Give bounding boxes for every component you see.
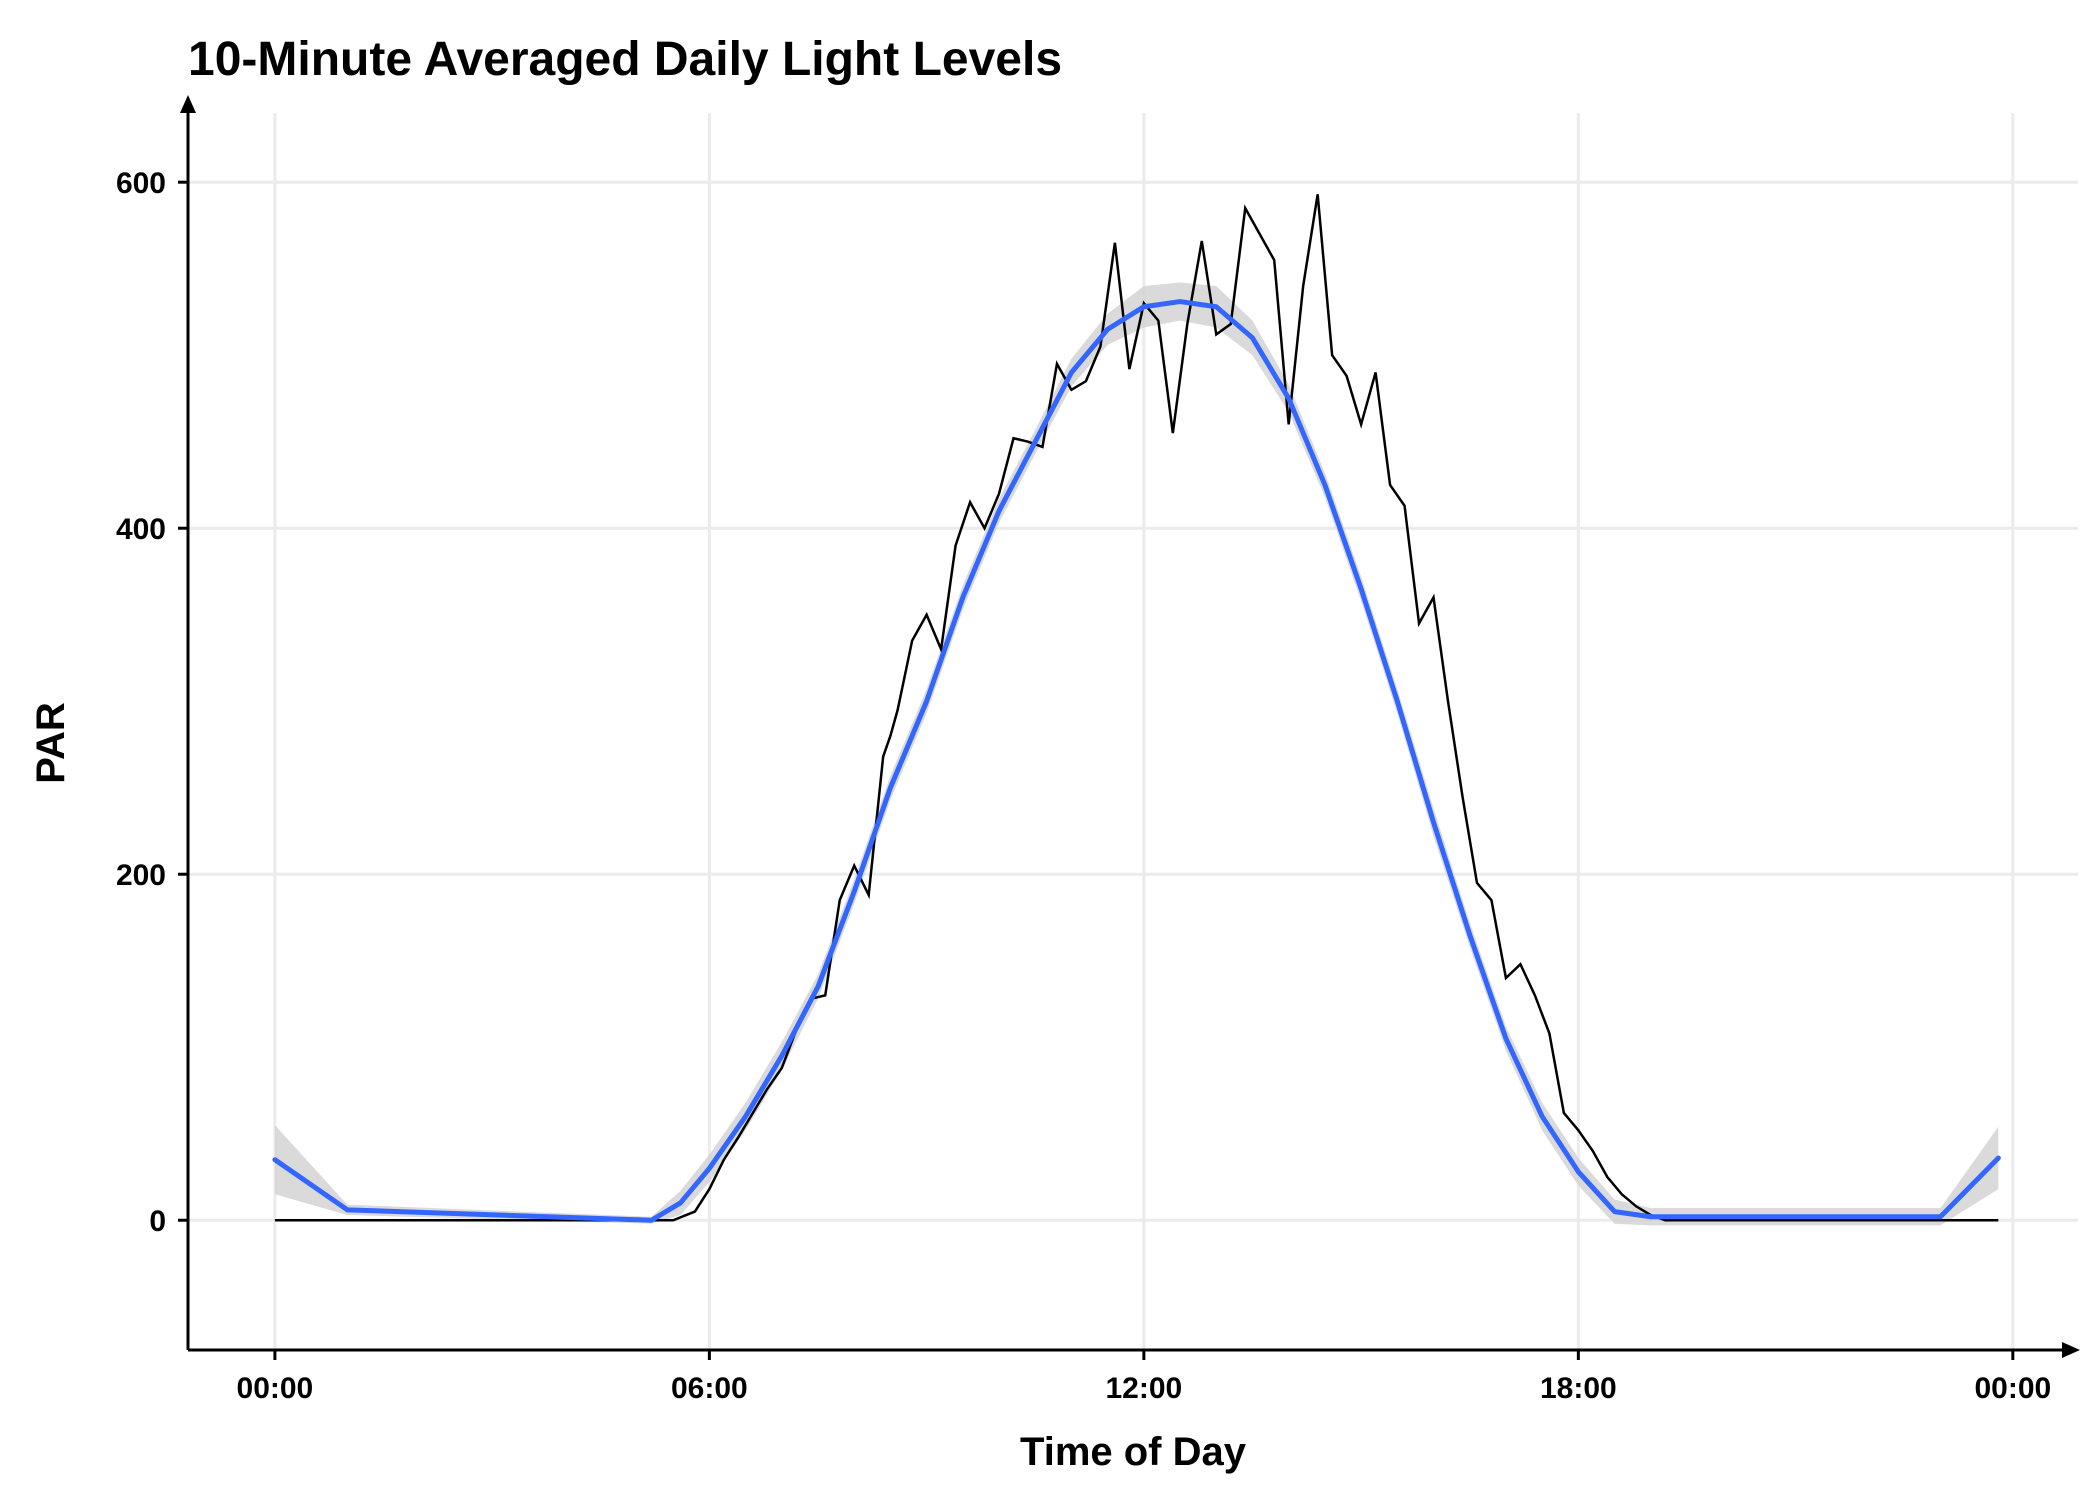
y-tick-label: 600 <box>116 167 166 200</box>
smoothed-par-line <box>272 299 2001 1223</box>
x-tick-label: 00:00 <box>237 1372 314 1405</box>
smoothed-series-layer <box>272 299 2001 1223</box>
y-tick-label: 200 <box>116 859 166 892</box>
confidence-band-layer <box>274 282 1999 1226</box>
y-tick-label: 0 <box>149 1205 166 1238</box>
raw-par-line <box>274 194 1999 1222</box>
x-tick-label: 12:00 <box>1105 1372 1182 1405</box>
y-axis-title: PAR <box>29 702 73 784</box>
chart-title: 10-Minute Averaged Daily Light Levels <box>188 33 1062 86</box>
y-tick-label: 400 <box>116 513 166 546</box>
y-axis-arrow-icon <box>180 95 196 113</box>
raw-series-layer <box>274 194 1999 1222</box>
x-axis-arrow-icon <box>2062 1342 2080 1358</box>
axes <box>178 95 2080 1360</box>
x-tick-label: 00:00 <box>1974 1372 2051 1405</box>
x-axis-title: Time of Day <box>1020 1430 1247 1474</box>
confidence-band <box>274 282 1999 1226</box>
x-tick-label: 18:00 <box>1540 1372 1617 1405</box>
x-tick-label: 06:00 <box>671 1372 748 1405</box>
tick-labels: 00:00 06:00 12:00 18:00 00:00 0 200 400 600 <box>116 167 2051 1405</box>
